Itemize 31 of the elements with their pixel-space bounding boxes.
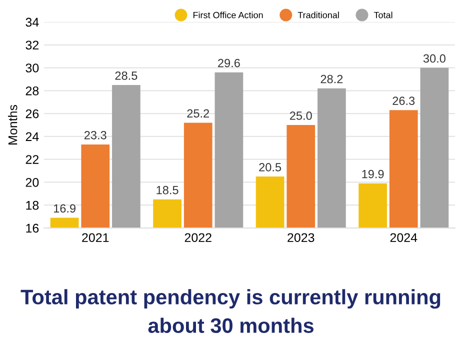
y-axis-title: Months [8,104,18,144]
y-tick-label: 24 [26,132,39,141]
data-label: 26.3 [392,96,415,106]
data-label: 28.2 [320,74,343,84]
legend-label: Traditional [298,12,339,18]
data-label: 23.3 [84,130,106,140]
data-label: 29.6 [218,58,240,68]
x-tick-label: 2024 [390,233,418,242]
y-tick-label: 30 [26,64,39,72]
x-tick-label: 2023 [288,233,314,242]
data-label: 25.0 [290,112,312,120]
y-tick-label: 32 [26,40,39,50]
data-label: 25.2 [187,109,210,118]
y-tick-label: 20 [26,178,39,187]
data-label: 19.9 [362,170,384,178]
x-tick-label: 2022 [184,233,212,242]
y-tick-label: 16 [26,224,39,233]
data-label: 28.5 [115,71,138,80]
y-tick-label: 18 [26,200,39,210]
y-tick-label: 34 [26,18,39,27]
y-tick-label: 26 [26,109,39,118]
data-label: 30.0 [423,54,446,63]
x-tick-label: 2021 [82,233,109,242]
legend-label: First Office Action [193,12,263,18]
y-tick-label: 28 [26,86,39,96]
y-tick-label: 22 [26,155,39,164]
data-label: 20.5 [259,163,282,172]
text: Total patent pendency is currently running about 30 months [20,289,440,334]
legend-label: Total [374,12,392,18]
data-label: 18.5 [156,186,178,194]
data-label: 16.9 [54,204,76,213]
